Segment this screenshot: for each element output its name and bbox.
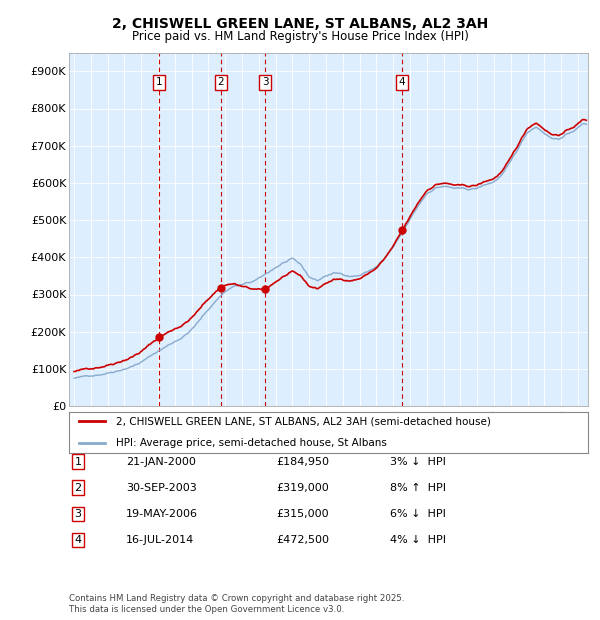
Text: 2: 2	[218, 78, 224, 87]
Text: Contains HM Land Registry data © Crown copyright and database right 2025.: Contains HM Land Registry data © Crown c…	[69, 593, 404, 603]
Text: £472,500: £472,500	[276, 535, 329, 545]
Text: HPI: Average price, semi-detached house, St Albans: HPI: Average price, semi-detached house,…	[116, 438, 386, 448]
Text: £184,950: £184,950	[276, 457, 329, 467]
Text: 2, CHISWELL GREEN LANE, ST ALBANS, AL2 3AH: 2, CHISWELL GREEN LANE, ST ALBANS, AL2 3…	[112, 17, 488, 32]
Text: 30-SEP-2003: 30-SEP-2003	[126, 483, 197, 493]
Text: Price paid vs. HM Land Registry's House Price Index (HPI): Price paid vs. HM Land Registry's House …	[131, 30, 469, 43]
Text: 16-JUL-2014: 16-JUL-2014	[126, 535, 194, 545]
Text: 6% ↓  HPI: 6% ↓ HPI	[390, 509, 446, 519]
Text: 1: 1	[74, 457, 82, 467]
Text: 3: 3	[74, 509, 82, 519]
Text: 3: 3	[262, 78, 268, 87]
Text: £319,000: £319,000	[276, 483, 329, 493]
Text: 8% ↑  HPI: 8% ↑ HPI	[390, 483, 446, 493]
Text: 2, CHISWELL GREEN LANE, ST ALBANS, AL2 3AH (semi-detached house): 2, CHISWELL GREEN LANE, ST ALBANS, AL2 3…	[116, 416, 491, 426]
Text: This data is licensed under the Open Government Licence v3.0.: This data is licensed under the Open Gov…	[69, 604, 344, 614]
Text: 2: 2	[74, 483, 82, 493]
Text: 4: 4	[399, 78, 406, 87]
Text: 21-JAN-2000: 21-JAN-2000	[126, 457, 196, 467]
Text: 4% ↓  HPI: 4% ↓ HPI	[390, 535, 446, 545]
Text: 19-MAY-2006: 19-MAY-2006	[126, 509, 198, 519]
Text: 3% ↓  HPI: 3% ↓ HPI	[390, 457, 446, 467]
Text: 1: 1	[156, 78, 163, 87]
Text: 4: 4	[74, 535, 82, 545]
Text: £315,000: £315,000	[276, 509, 329, 519]
